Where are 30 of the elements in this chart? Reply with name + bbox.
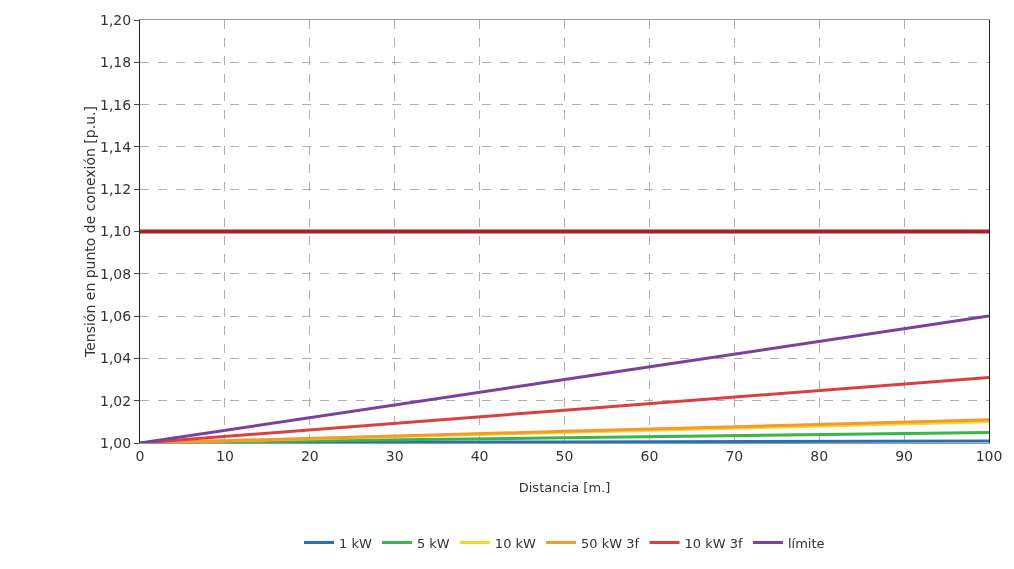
legend-label: 10 kW <box>494 535 537 551</box>
legend-label: 1 kW <box>339 535 372 551</box>
y-tick-label: 1,16 <box>100 96 132 113</box>
x-tick-label: 60 <box>640 447 659 464</box>
x-tick-label: 90 <box>895 447 914 464</box>
x-tick-label: 100 <box>975 447 1003 464</box>
legend-label: límite <box>787 535 825 551</box>
y-tick-label: 1,08 <box>100 265 132 282</box>
legend-label: 10 kW 3f <box>684 535 743 551</box>
y-tick-label: 1,14 <box>100 138 132 155</box>
y-axis-title: Tensión en punto de conexión [p.u.] <box>82 106 99 358</box>
x-tick-label: 70 <box>725 447 744 464</box>
legend-label: 50 kW 3f <box>581 535 640 551</box>
x-tick-label: 10 <box>215 447 234 464</box>
x-tick-label: 40 <box>470 447 489 464</box>
y-tick-label: 1,10 <box>100 223 132 240</box>
y-tick-label: 1,04 <box>100 350 132 367</box>
y-tick-label: 1,18 <box>100 54 132 71</box>
x-axis-title: Distancia [m.] <box>518 480 611 495</box>
x-tick-label: 30 <box>385 447 404 464</box>
y-tick-label: 1,00 <box>100 434 132 451</box>
y-tick-label: 1,06 <box>100 308 132 324</box>
x-tick-label: 80 <box>810 447 829 464</box>
y-tick-label: 1,02 <box>100 392 132 409</box>
legend-label: 5 kW <box>416 535 450 551</box>
x-tick-label: 20 <box>300 447 319 464</box>
x-tick-label: 0 <box>135 447 145 464</box>
x-tick-label: 50 <box>555 447 574 464</box>
y-tick-label: 1,20 <box>100 11 132 28</box>
y-tick-label: 1,12 <box>100 181 132 198</box>
